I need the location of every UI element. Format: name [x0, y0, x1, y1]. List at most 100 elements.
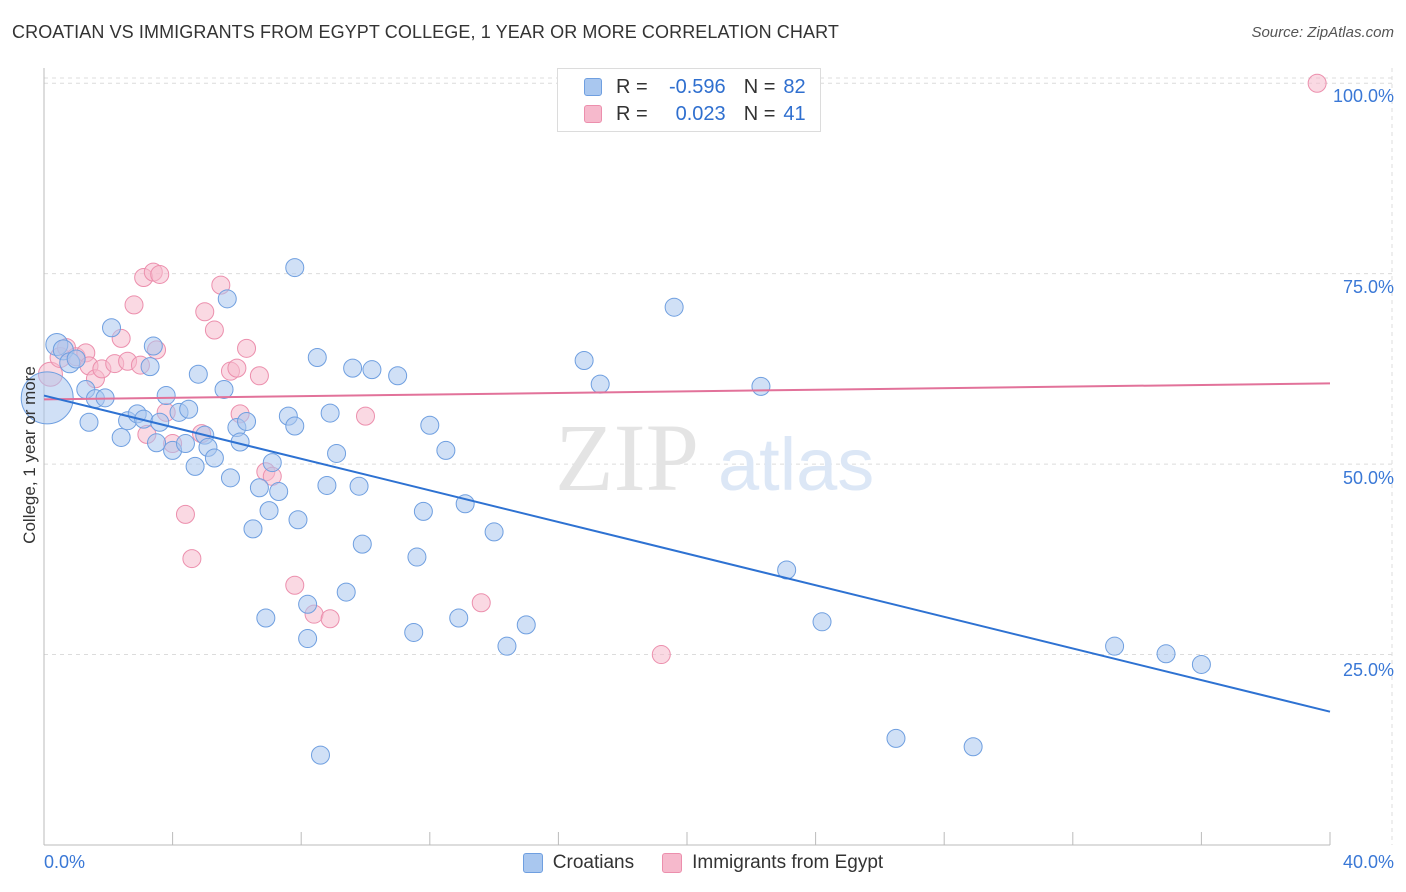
croatians-point-59[interactable]: [413, 501, 433, 521]
croatians-point-64[interactable]: [484, 522, 504, 542]
croatians-point-67[interactable]: [574, 351, 594, 371]
croatians-point-49[interactable]: [320, 403, 340, 423]
axes: [43, 68, 1393, 846]
croatians-point-43[interactable]: [285, 258, 305, 278]
legend-row-egypt: R = 0.023 N = 41: [584, 101, 806, 127]
croatians-point-10[interactable]: [111, 427, 131, 447]
croatians-point-9[interactable]: [102, 318, 122, 338]
croatians-point-53[interactable]: [349, 476, 369, 496]
croatians-point-46[interactable]: [307, 347, 327, 367]
y-tick-label-100: 100.0%: [1332, 86, 1394, 106]
egypt-point-29[interactable]: [237, 338, 257, 358]
croatians-point-37[interactable]: [259, 501, 279, 521]
croatians-point-57[interactable]: [404, 622, 424, 642]
croatians-point-74[interactable]: [963, 737, 983, 757]
croatians-point-56[interactable]: [388, 366, 408, 386]
croatians-point-24[interactable]: [188, 364, 208, 384]
croatians-point-61[interactable]: [436, 440, 456, 460]
trend-line-egypt: [43, 382, 1331, 401]
croatians-point-51[interactable]: [336, 582, 356, 602]
egypt-point-17[interactable]: [150, 264, 170, 284]
croatians-point-14[interactable]: [140, 357, 160, 377]
legend-n-label: N =: [743, 102, 776, 125]
croatians-point-73[interactable]: [886, 728, 906, 748]
croatians-point-66[interactable]: [516, 615, 536, 635]
egypt-point-11[interactable]: [124, 295, 144, 315]
legend-swatch-blue: [584, 78, 602, 96]
legend-item-egypt[interactable]: Immigrants from Egypt: [662, 852, 883, 874]
croatians-point-50[interactable]: [327, 443, 347, 463]
croatians-point-6[interactable]: [79, 412, 99, 432]
croatians-point-18[interactable]: [156, 386, 176, 406]
croatians-point-65[interactable]: [497, 636, 517, 656]
legend-item-croatians[interactable]: Croatians: [522, 852, 635, 874]
egypt-point-23[interactable]: [195, 302, 215, 322]
croatians-point-38[interactable]: [262, 453, 282, 473]
croatians-point-42[interactable]: [288, 510, 308, 530]
croatians-point-15[interactable]: [143, 336, 163, 356]
egypt-point-30[interactable]: [249, 366, 269, 386]
croatians-point-44[interactable]: [298, 594, 318, 614]
chart-title: CROATIAN VS IMMIGRANTS FROM EGYPT COLLEG…: [12, 22, 839, 42]
egypt-point-27[interactable]: [227, 358, 247, 378]
egypt-point-39[interactable]: [1307, 73, 1327, 93]
y-tick-label-25: 25.0%: [1342, 660, 1394, 680]
egypt-point-38[interactable]: [651, 645, 671, 665]
croatians-point-28[interactable]: [214, 379, 234, 399]
series-immigrants-from-egypt: [37, 73, 1327, 665]
croatians-point-54[interactable]: [352, 534, 372, 554]
croatians-point-45[interactable]: [298, 629, 318, 649]
croatians-point-72[interactable]: [812, 612, 832, 632]
croatians-point-47[interactable]: [310, 745, 330, 765]
chart-source: Source: ZipAtlas.com: [1251, 24, 1394, 41]
legend-r-label: R =: [616, 102, 648, 125]
croatians-point-69[interactable]: [664, 297, 684, 317]
watermark-atlas: atlas: [718, 423, 874, 506]
croatians-point-34[interactable]: [243, 519, 263, 539]
croatians-point-41[interactable]: [285, 416, 305, 436]
egypt-point-35[interactable]: [320, 609, 340, 629]
egypt-point-20[interactable]: [175, 504, 195, 524]
legend-r-label: R =: [616, 75, 648, 98]
series-legend: Croatians Immigrants from Egypt: [0, 852, 1406, 874]
croatians-point-33[interactable]: [237, 411, 257, 431]
croatians-point-29[interactable]: [217, 289, 237, 309]
croatians-point-62[interactable]: [449, 608, 469, 628]
legend-r-value: -0.596: [668, 75, 726, 98]
egypt-point-21[interactable]: [182, 549, 202, 569]
croatians-point-21[interactable]: [175, 434, 195, 454]
croatians-point-75[interactable]: [1105, 636, 1125, 656]
legend-n-value: 82: [783, 75, 806, 98]
egypt-point-33[interactable]: [285, 575, 305, 595]
croatians-point-30[interactable]: [220, 468, 240, 488]
croatians-point-60[interactable]: [420, 415, 440, 435]
croatians-point-77[interactable]: [1191, 654, 1211, 674]
egypt-point-37[interactable]: [471, 593, 491, 613]
trend-line-croatians: [43, 394, 1331, 713]
croatians-point-70[interactable]: [751, 376, 771, 396]
croatians-point-48[interactable]: [317, 475, 337, 495]
croatians-point-39[interactable]: [269, 482, 289, 502]
croatians-point-35[interactable]: [249, 478, 269, 498]
croatians-point-23[interactable]: [185, 456, 205, 476]
croatians-point-4[interactable]: [66, 349, 86, 369]
croatians-point-58[interactable]: [407, 547, 427, 567]
x-tick-label-min: 0.0%: [44, 852, 86, 872]
croatians-point-68[interactable]: [590, 374, 610, 394]
croatians-point-22[interactable]: [179, 399, 199, 419]
croatians-point-16[interactable]: [147, 433, 167, 453]
croatians-point-27[interactable]: [204, 448, 224, 468]
croatians-point-52[interactable]: [343, 358, 363, 378]
watermark: ZIP atlas: [555, 404, 874, 511]
egypt-point-36[interactable]: [356, 406, 375, 426]
croatians-point-0[interactable]: [20, 371, 74, 425]
egypt-point-24[interactable]: [204, 320, 224, 340]
croatians-point-55[interactable]: [362, 360, 382, 380]
x-tick-label-max: 40.0%: [1342, 852, 1394, 872]
legend-swatch-croatians: [522, 853, 543, 873]
correlation-legend: R = -0.596 N = 82 R = 0.023 N = 41: [557, 68, 821, 132]
croatians-point-36[interactable]: [256, 608, 276, 628]
croatians-point-76[interactable]: [1156, 644, 1176, 664]
legend-label-egypt: Immigrants from Egypt: [692, 852, 884, 873]
legend-label-croatians: Croatians: [552, 852, 635, 873]
